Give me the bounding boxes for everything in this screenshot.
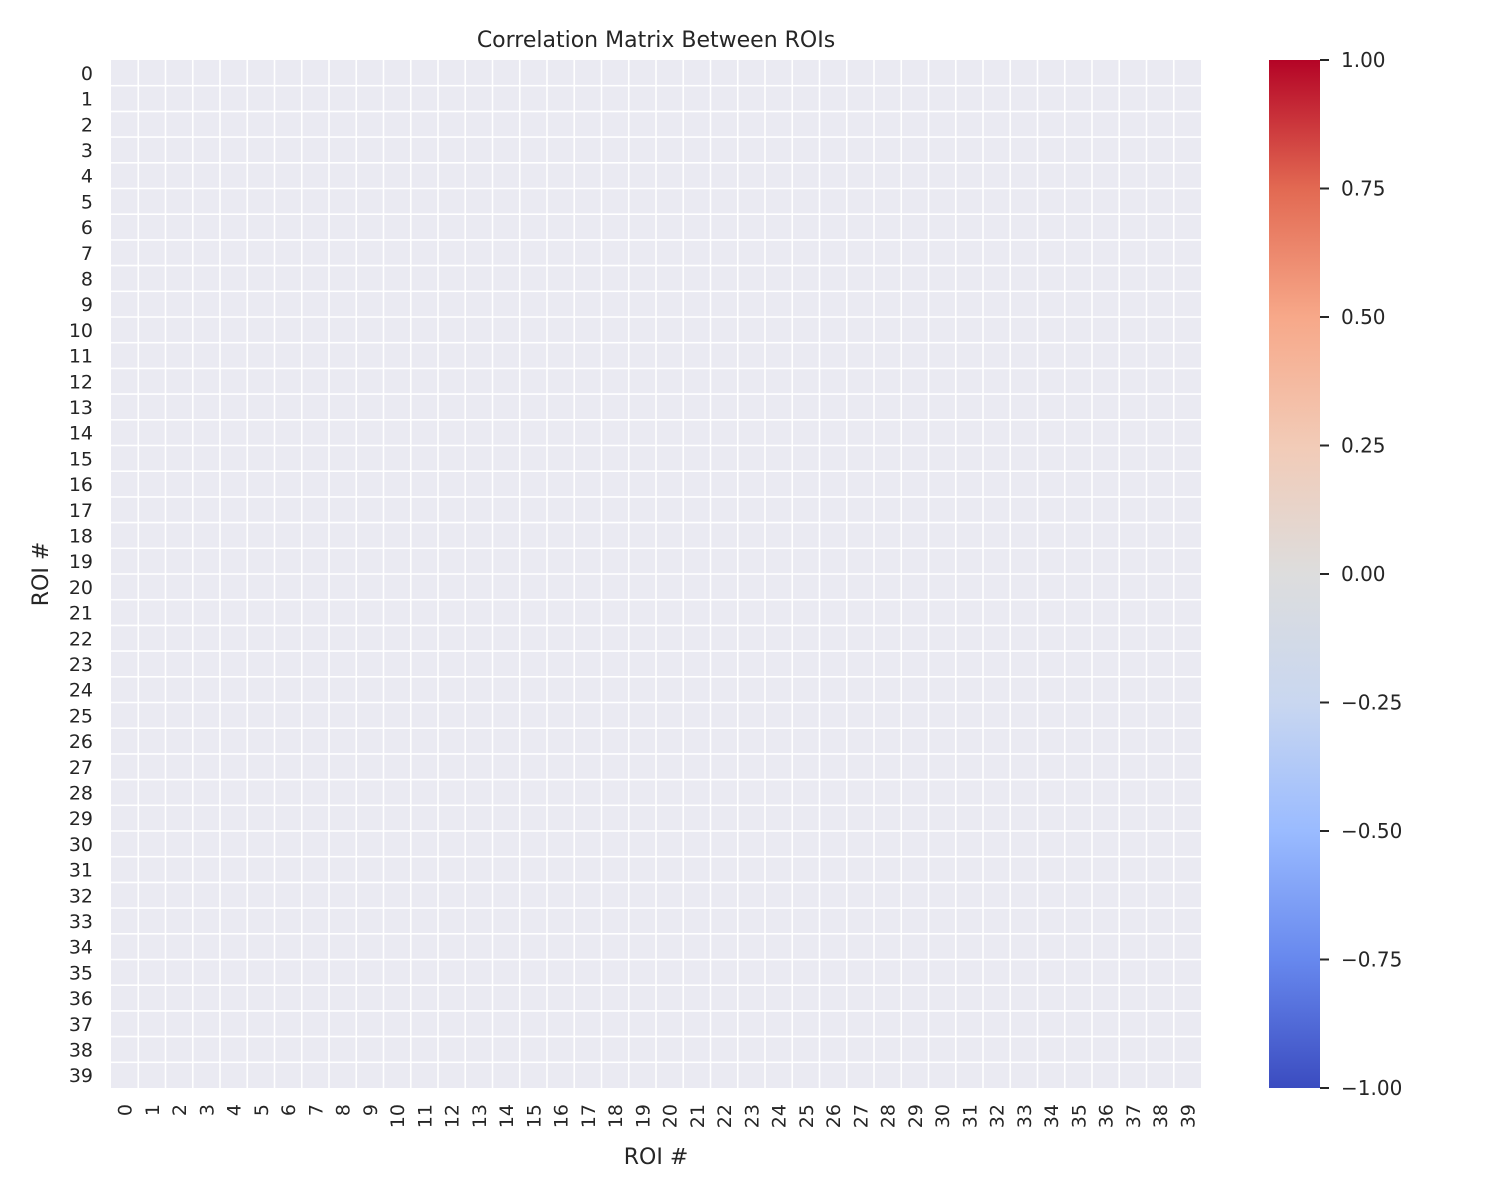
colorbar-tick-label: −0.75	[1341, 948, 1402, 972]
chart-title: Correlation Matrix Between ROIs	[477, 28, 835, 53]
y-tick-label: 20	[69, 577, 93, 599]
x-tick-label: 30	[932, 1104, 954, 1128]
x-tick-label: 15	[523, 1104, 545, 1128]
y-tick-label: 31	[69, 860, 93, 882]
y-tick-label: 8	[81, 268, 93, 290]
y-tick-label: 2	[81, 114, 93, 136]
colorbar-tick-label: 0.75	[1341, 177, 1386, 201]
y-axis-ticks: 0123456789101112131415161718192021222324…	[69, 63, 93, 1087]
x-tick-label: 34	[1041, 1104, 1063, 1128]
y-tick-label: 23	[69, 654, 93, 676]
y-tick-label: 35	[69, 962, 93, 984]
colorbar-tick-label: 1.00	[1341, 48, 1386, 72]
y-tick-label: 19	[69, 551, 93, 573]
x-axis-ticks: 0 1 2 3 4 5 6 7 8 9 10 11 12 13 14 15 16 17 18 19 20 21 22 23 24…	[115, 1104, 1200, 1128]
y-axis-label: ROI #	[29, 542, 54, 607]
x-tick-label: 29	[905, 1104, 927, 1128]
y-tick-label: 32	[69, 885, 93, 907]
x-tick-label: 16	[551, 1104, 573, 1128]
colorbar-tick-label: −1.00	[1341, 1076, 1402, 1100]
x-tick-label: 22	[714, 1104, 736, 1128]
y-tick-label: 15	[69, 448, 93, 470]
y-tick-label: 11	[69, 346, 93, 368]
colorbar-tick-label: −0.25	[1341, 691, 1402, 715]
y-tick-label: 1	[81, 89, 93, 111]
y-tick-label: 37	[69, 1014, 93, 1036]
x-tick-label: 27	[850, 1104, 872, 1128]
y-tick-label: 36	[69, 988, 93, 1010]
y-tick-label: 39	[69, 1065, 93, 1087]
colorbar-tick-label: 0.25	[1341, 434, 1386, 458]
x-tick-label: 23	[741, 1104, 763, 1128]
y-tick-label: 7	[81, 243, 93, 265]
y-tick-label: 3	[81, 140, 93, 162]
y-tick-label: 13	[69, 397, 93, 419]
y-tick-label: 29	[69, 808, 93, 830]
y-tick-label: 21	[69, 603, 93, 625]
y-tick-label: 16	[69, 474, 93, 496]
y-tick-label: 30	[69, 834, 93, 856]
x-tick-label: 4	[224, 1104, 246, 1116]
x-tick-label: 36	[1096, 1104, 1118, 1128]
x-tick-label: 8	[333, 1104, 355, 1116]
heatmap-cells	[111, 60, 1201, 1088]
x-tick-label: 12	[442, 1104, 464, 1128]
x-tick-label: 10	[387, 1104, 409, 1128]
x-tick-label: 19	[632, 1104, 654, 1128]
x-tick-label: 9	[360, 1104, 382, 1116]
x-tick-label: 25	[796, 1104, 818, 1128]
x-tick-label: 28	[878, 1104, 900, 1128]
y-tick-label: 33	[69, 911, 93, 933]
x-tick-label: 5	[251, 1104, 273, 1116]
x-tick-label: 21	[687, 1104, 709, 1128]
y-tick-label: 24	[69, 680, 93, 702]
y-tick-label: 12	[69, 371, 93, 393]
x-tick-label: 14	[496, 1104, 518, 1128]
y-tick-label: 18	[69, 525, 93, 547]
x-tick-label: 38	[1150, 1104, 1172, 1128]
colorbar	[1269, 60, 1320, 1088]
y-tick-label: 27	[69, 757, 93, 779]
x-tick-label: 2	[169, 1104, 191, 1116]
x-tick-label: 32	[987, 1104, 1009, 1128]
y-tick-label: 10	[69, 320, 93, 342]
y-tick-label: 28	[69, 782, 93, 804]
x-tick-label: 0	[115, 1104, 137, 1116]
y-tick-label: 38	[69, 1039, 93, 1061]
x-tick-label: 20	[660, 1104, 682, 1128]
x-tick-label: 26	[823, 1104, 845, 1128]
x-tick-label: 18	[605, 1104, 627, 1128]
y-tick-label: 6	[81, 217, 93, 239]
x-tick-label: 39	[1177, 1104, 1199, 1128]
x-tick-label: 31	[959, 1104, 981, 1128]
colorbar-ticks: 1.00 0.75 0.50 0.25 0.00 −0.25 −0.50 −0.75 −1.00	[1320, 48, 1402, 1100]
y-tick-label: 5	[81, 191, 93, 213]
colorbar-tick-label: −0.50	[1341, 819, 1402, 843]
x-tick-label: 33	[1014, 1104, 1036, 1128]
y-tick-label: 22	[69, 628, 93, 650]
x-tick-label: 35	[1068, 1104, 1090, 1128]
y-tick-label: 9	[81, 294, 93, 316]
y-tick-label: 26	[69, 731, 93, 753]
y-tick-label: 0	[81, 63, 93, 85]
y-tick-label: 17	[69, 500, 93, 522]
x-tick-label: 13	[469, 1104, 491, 1128]
x-tick-label: 24	[769, 1104, 791, 1128]
x-tick-label: 6	[278, 1104, 300, 1116]
colorbar-tick-label: 0.50	[1341, 305, 1386, 329]
x-axis-label: ROI #	[624, 1145, 689, 1170]
y-tick-label: 25	[69, 705, 93, 727]
x-tick-label: 7	[305, 1104, 327, 1116]
y-tick-label: 4	[81, 166, 93, 188]
x-tick-label: 11	[414, 1104, 436, 1128]
y-tick-label: 14	[69, 423, 93, 445]
x-tick-label: 37	[1123, 1104, 1145, 1128]
colorbar-tick-label: 0.00	[1341, 562, 1386, 586]
x-tick-label: 3	[196, 1104, 218, 1116]
x-tick-label: 1	[142, 1104, 164, 1116]
x-tick-label: 17	[578, 1104, 600, 1128]
y-tick-label: 34	[69, 937, 93, 959]
